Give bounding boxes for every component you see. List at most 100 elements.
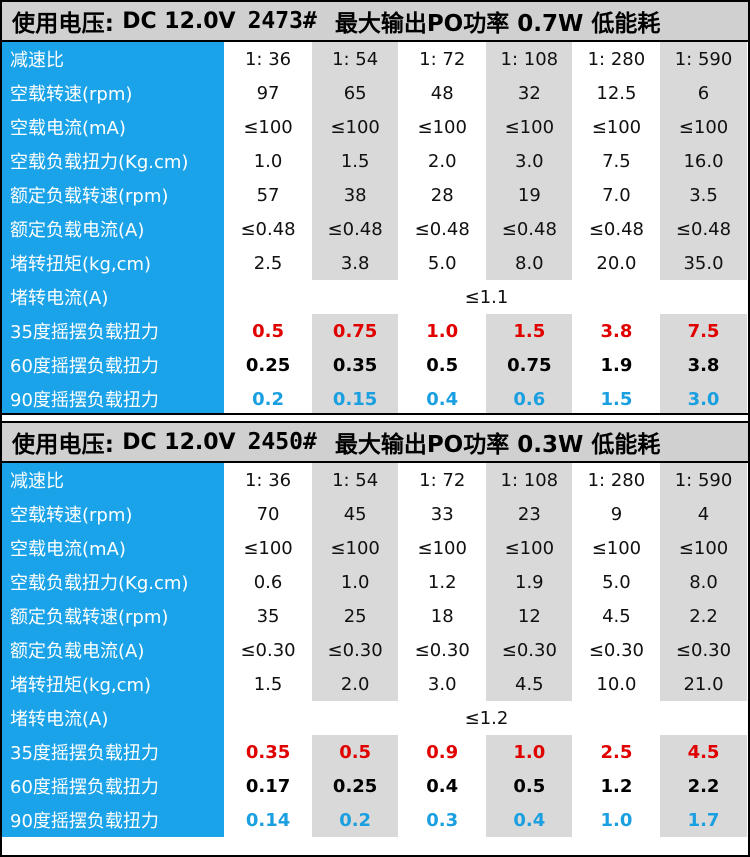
value-cell: 1.0 <box>486 735 574 769</box>
value-cell: 38 <box>312 178 400 212</box>
row-label: 空载负载扭力(Kg.cm) <box>2 565 225 599</box>
value-cell: 6 <box>660 76 748 110</box>
value-cell: 0.75 <box>312 314 400 348</box>
value-cell: 7.0 <box>573 178 661 212</box>
value-cell: 1: 54 <box>312 463 400 497</box>
value-cell: 0.5 <box>225 314 313 348</box>
value-cell: 10.0 <box>573 667 661 701</box>
value-cell: 1.9 <box>573 348 661 382</box>
value-cell: 33 <box>399 497 487 531</box>
value-cell: ≤0.30 <box>399 633 487 667</box>
title-voltage-label: 使用电压: <box>12 11 115 37</box>
row-label: 空载电流(mA) <box>2 531 225 565</box>
value-cell: 1: 72 <box>399 42 487 76</box>
value-cell: 5.0 <box>399 246 487 280</box>
value-cell: 0.5 <box>312 735 400 769</box>
value-cell: 8.0 <box>486 246 574 280</box>
value-cell: ≤0.48 <box>660 212 748 246</box>
value-cell: 0.2 <box>225 382 313 416</box>
table-row: 90度摇摆负载扭力 0.2 0.15 0.4 0.6 1.5 3.0 <box>2 382 748 417</box>
row-label: 90度摇摆负载扭力 <box>2 803 225 837</box>
value-cell: 25 <box>312 599 400 633</box>
table-row: 额定负载转速(rpm) 57 38 28 19 7.0 3.5 <box>2 178 748 213</box>
value-cell: ≤100 <box>486 531 574 565</box>
table-row: 空载负载扭力(Kg.cm) 1.0 1.5 2.0 3.0 7.5 16.0 <box>2 144 748 179</box>
value-cell: ≤0.48 <box>312 212 400 246</box>
value-cell: 0.6 <box>225 565 313 599</box>
value-cell: 3.0 <box>399 667 487 701</box>
table-row: 堵转电流(A) ≤1.1 <box>2 280 748 315</box>
value-cell: ≤100 <box>660 531 748 565</box>
value-cell: 1.7 <box>660 803 748 837</box>
table-row: 90度摇摆负载扭力 0.14 0.2 0.3 0.4 1.0 1.7 <box>2 803 748 838</box>
value-cell: 45 <box>312 497 400 531</box>
value-cell: 2.2 <box>660 769 748 803</box>
value-cell: 9 <box>573 497 661 531</box>
value-cell: 1.9 <box>486 565 574 599</box>
value-cell: 1.5 <box>312 144 400 178</box>
row-label: 60度摇摆负载扭力 <box>2 348 225 382</box>
value-cell: 0.6 <box>486 382 574 416</box>
value-cell: ≤0.48 <box>399 212 487 246</box>
value-cell: 2.0 <box>312 667 400 701</box>
value-cell: 8.0 <box>660 565 748 599</box>
value-cell: 23 <box>486 497 574 531</box>
value-cell: ≤0.30 <box>573 633 661 667</box>
value-cell: ≤0.48 <box>573 212 661 246</box>
value-cell: ≤100 <box>573 531 661 565</box>
table-row: 减速比 1: 36 1: 54 1: 72 1: 108 1: 280 1: 590 <box>2 42 748 77</box>
section-divider <box>2 413 748 423</box>
title-voltage-value: DC 12.0V <box>122 8 236 34</box>
table-row: 空载电流(mA) ≤100 ≤100 ≤100 ≤100 ≤100 ≤100 <box>2 531 748 566</box>
value-cell: 0.5 <box>486 769 574 803</box>
value-cell: 3.8 <box>573 314 661 348</box>
row-label: 空载电流(mA) <box>2 110 225 144</box>
value-cell: 97 <box>225 76 313 110</box>
value-cell: 0.3 <box>399 803 487 837</box>
row-label: 堵转电流(A) <box>2 701 225 735</box>
row-label: 减速比 <box>2 463 225 497</box>
value-cell: 0.17 <box>225 769 313 803</box>
value-cell: ≤0.30 <box>660 633 748 667</box>
value-cell: 4.5 <box>573 599 661 633</box>
value-cell: 19 <box>486 178 574 212</box>
value-cell: 1.5 <box>225 667 313 701</box>
row-label: 90度摇摆负载扭力 <box>2 382 225 416</box>
value-cell: 7.5 <box>573 144 661 178</box>
value-cell: 1.5 <box>573 382 661 416</box>
value-cell: 0.25 <box>225 348 313 382</box>
value-cell: 3.8 <box>312 246 400 280</box>
value-cell: 1.0 <box>399 314 487 348</box>
value-cell: 1.0 <box>225 144 313 178</box>
value-cell: 0.25 <box>312 769 400 803</box>
title-model: 2450# <box>247 429 317 455</box>
value-cell: 16.0 <box>660 144 748 178</box>
value-cell: ≤0.30 <box>225 633 313 667</box>
value-cell: ≤100 <box>312 110 400 144</box>
table-row: 额定负载电流(A) ≤0.30 ≤0.30 ≤0.30 ≤0.30 ≤0.30 ≤0.30 <box>2 633 748 668</box>
value-cell: ≤100 <box>486 110 574 144</box>
title-voltage-label: 使用电压: <box>12 432 115 458</box>
section-title: 使用电压: DC 12.0V 2473# 最大输出PO功率 0.7W 低能耗 <box>2 2 748 42</box>
value-cell: ≤100 <box>225 110 313 144</box>
value-cell: 1: 590 <box>660 42 748 76</box>
value-cell: 2.5 <box>225 246 313 280</box>
value-cell: 1: 108 <box>486 42 574 76</box>
value-cell: 7.5 <box>660 314 748 348</box>
value-cell: 2.0 <box>399 144 487 178</box>
title-model: 2473# <box>247 8 317 34</box>
value-cell: ≤0.30 <box>486 633 574 667</box>
value-cell: 0.4 <box>399 382 487 416</box>
value-cell: 2.2 <box>660 599 748 633</box>
row-label: 堵转电流(A) <box>2 280 225 314</box>
value-cell: 1.2 <box>573 769 661 803</box>
title-power: 最大输出PO功率 0.7W 低能耗 <box>334 11 661 37</box>
row-label: 空载负载扭力(Kg.cm) <box>2 144 225 178</box>
value-cell: 3.8 <box>660 348 748 382</box>
row-label: 空载转速(rpm) <box>2 76 225 110</box>
row-label: 35度摇摆负载扭力 <box>2 735 225 769</box>
value-cell: 0.9 <box>399 735 487 769</box>
value-cell: 1: 280 <box>573 463 661 497</box>
value-cell: 2.5 <box>573 735 661 769</box>
